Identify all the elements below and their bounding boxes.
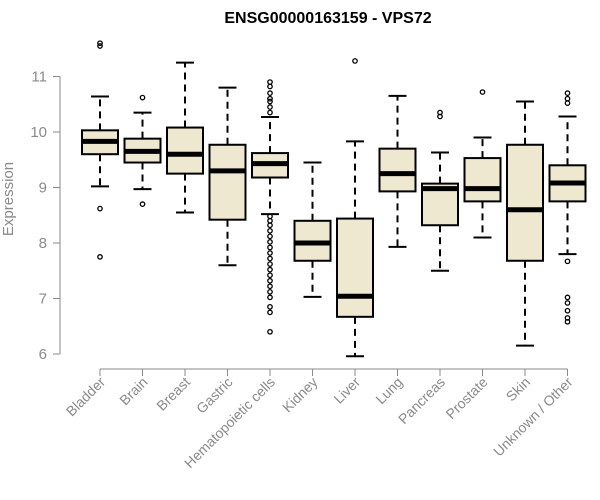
outlier-point: [564, 294, 571, 301]
box-brain: [123, 94, 162, 207]
x-tick-label: Kidney: [279, 374, 321, 416]
outlier-point: [267, 239, 273, 245]
outlier-point: [564, 100, 571, 106]
box-kidney: [293, 161, 332, 298]
outlier-point: [267, 79, 273, 85]
x-tick-label: Breast: [153, 374, 193, 414]
outlier-point: [97, 40, 103, 47]
outlier-point: [267, 233, 273, 240]
outlier-point: [267, 309, 273, 316]
x-tick-label: Liver: [330, 374, 363, 407]
box-series: [81, 40, 587, 358]
outlier-point: [267, 328, 273, 335]
y-tick-label: 10: [30, 124, 47, 141]
outlier-point: [267, 288, 273, 295]
box-iqr: [506, 143, 544, 262]
outlier-point: [267, 244, 273, 251]
outlier-point: [564, 95, 571, 102]
outlier-point: [564, 90, 571, 97]
outlier-point: [267, 109, 273, 116]
outlier-point: [97, 205, 103, 212]
y-tick-label: 8: [39, 235, 47, 252]
outlier-point: [267, 255, 273, 262]
box-prostate: [463, 89, 502, 239]
outlier-point: [437, 113, 443, 120]
box-iqr: [166, 126, 204, 175]
outlier-point: [267, 261, 273, 267]
outlier-point: [564, 307, 571, 314]
outlier-point: [267, 83, 273, 90]
box-iqr: [208, 143, 247, 221]
y-tick-label: 11: [31, 69, 47, 86]
chart-title: ENSG00000163159 - VPS72: [224, 10, 431, 27]
outlier-point: [267, 217, 273, 224]
x-tick-label: Lung: [372, 374, 405, 407]
y-tick-label: 6: [39, 346, 47, 363]
outlier-point: [139, 201, 146, 207]
outlier-point: [267, 227, 273, 234]
outlier-point: [267, 272, 273, 279]
outlier-point: [267, 95, 273, 102]
box-breast: [166, 61, 204, 214]
outlier-point: [564, 258, 571, 265]
box-gastric: [208, 86, 247, 267]
box-unknown-other: [548, 90, 587, 325]
y-tick-label: 7: [39, 291, 47, 308]
outlier-point: [267, 277, 273, 284]
box-skin: [506, 100, 544, 347]
outlier-point: [267, 266, 273, 273]
box-hematopoietic-cells: [251, 79, 289, 335]
box-pancreas: [421, 109, 459, 272]
box-lung: [378, 94, 417, 248]
box-iqr: [336, 217, 374, 318]
x-tick-label: Unknown / Other: [490, 374, 576, 460]
outlier-point: [267, 294, 273, 301]
outlier-point: [352, 58, 358, 64]
outlier-point: [267, 303, 273, 310]
box-liver: [336, 58, 374, 358]
outlier-point: [267, 283, 273, 290]
y-tick-label: 9: [39, 180, 47, 197]
box-bladder: [81, 40, 119, 260]
box-iqr: [463, 157, 502, 203]
x-tick-label: Brain: [116, 374, 150, 408]
box-iqr: [378, 147, 417, 193]
y-axis-label: Expression: [0, 162, 17, 236]
outlier-point: [267, 104, 273, 110]
outlier-point: [267, 222, 273, 229]
outlier-point: [564, 300, 571, 306]
x-tick-label: Bladder: [63, 374, 109, 420]
outlier-point: [97, 254, 103, 260]
x-tick-label: Prostate: [442, 374, 490, 422]
outlier-point: [564, 318, 571, 325]
outlier-point: [267, 250, 273, 256]
x-tick-label: Skin: [503, 374, 534, 405]
outlier-point: [267, 90, 273, 97]
outlier-point: [97, 43, 103, 49]
outlier-point: [479, 89, 486, 95]
x-tick-label: Pancreas: [395, 374, 448, 427]
outlier-point: [267, 98, 273, 105]
outlier-point: [139, 94, 146, 101]
